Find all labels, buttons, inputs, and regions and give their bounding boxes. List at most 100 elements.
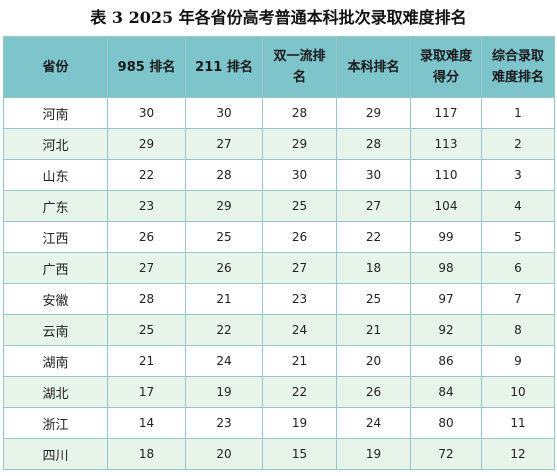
cell-rank-double-first: 21 [262,345,337,377]
cell-rank-211: 25 [185,221,263,253]
cell-rank-211: 29 [185,190,263,222]
cell-rank-double-first: 30 [262,159,337,191]
cell-province: 湖南 [3,345,108,377]
ranking-table: 省份 985 排名 211 排名 双一流排名 本科排名 录取难度得分 综合录取难… [3,36,555,470]
cell-rank-985: 14 [107,407,186,439]
cell-rank-985: 25 [107,314,186,346]
cell-overall-rank: 12 [481,438,555,470]
cell-rank-undergrad: 18 [336,252,411,284]
cell-overall-rank: 4 [481,190,555,222]
cell-rank-double-first: 15 [262,438,337,470]
cell-rank-985: 29 [107,128,186,160]
cell-difficulty-score: 99 [410,221,482,253]
cell-rank-985: 18 [107,438,186,470]
cell-rank-undergrad: 26 [336,376,411,408]
cell-province: 山东 [3,159,108,191]
cell-difficulty-score: 97 [410,283,482,315]
cell-rank-undergrad: 20 [336,345,411,377]
cell-overall-rank: 3 [481,159,555,191]
cell-rank-undergrad: 28 [336,128,411,160]
cell-rank-211: 23 [185,407,263,439]
cell-province: 四川 [3,438,108,470]
cell-rank-985: 22 [107,159,186,191]
cell-rank-double-first: 29 [262,128,337,160]
cell-rank-undergrad: 29 [336,97,411,129]
cell-rank-985: 28 [107,283,186,315]
table-row: 广东 23 29 25 27 104 4 [3,190,555,222]
cell-rank-double-first: 24 [262,314,337,346]
cell-rank-undergrad: 22 [336,221,411,253]
cell-overall-rank: 5 [481,221,555,253]
cell-province: 广西 [3,252,108,284]
cell-rank-211: 19 [185,376,263,408]
table-body: 河南 30 30 28 29 117 1 河北 29 27 29 28 113 2 山东 22 28 30 30 11… [3,97,555,470]
cell-rank-double-first: 25 [262,190,337,222]
cell-rank-undergrad: 27 [336,190,411,222]
cell-overall-rank: 10 [481,376,555,408]
cell-rank-undergrad: 30 [336,159,411,191]
cell-difficulty-score: 72 [410,438,482,470]
cell-rank-undergrad: 24 [336,407,411,439]
cell-overall-rank: 6 [481,252,555,284]
header-difficulty-score: 录取难度得分 [410,36,482,98]
cell-difficulty-score: 113 [410,128,482,160]
cell-rank-undergrad: 19 [336,438,411,470]
cell-difficulty-score: 110 [410,159,482,191]
table-title: 表 3 2025 年各省份高考普通本科批次录取难度排名 [90,8,467,27]
cell-rank-985: 17 [107,376,186,408]
cell-rank-211: 28 [185,159,263,191]
table-row: 山东 22 28 30 30 110 3 [3,159,555,191]
cell-rank-undergrad: 25 [336,283,411,315]
table-row: 云南 25 22 24 21 92 8 [3,314,555,346]
cell-difficulty-score: 80 [410,407,482,439]
table-row: 浙江 14 23 19 24 80 11 [3,407,555,439]
cell-province: 河北 [3,128,108,160]
cell-province: 云南 [3,314,108,346]
cell-rank-211: 22 [185,314,263,346]
header-double-first-rank-text: 双一流排名 [273,49,326,85]
cell-overall-rank: 9 [481,345,555,377]
cell-rank-undergrad: 21 [336,314,411,346]
table-row: 湖北 17 19 22 26 84 10 [3,376,555,408]
cell-rank-double-first: 26 [262,221,337,253]
cell-difficulty-score: 98 [410,252,482,284]
table-row: 河北 29 27 29 28 113 2 [3,128,555,160]
table-row: 江西 26 25 26 22 99 5 [3,221,555,253]
cell-rank-985: 21 [107,345,186,377]
cell-overall-rank: 8 [481,314,555,346]
cell-province: 安徽 [3,283,108,315]
table-row: 安徽 28 21 23 25 97 7 [3,283,555,315]
header-undergrad-rank: 本科排名 [336,36,411,98]
cell-difficulty-score: 92 [410,314,482,346]
cell-province: 河南 [3,97,108,129]
cell-rank-985: 27 [107,252,186,284]
header-211-rank: 211 排名 [185,36,263,98]
table-row: 四川 18 20 15 19 72 12 [3,438,555,470]
header-overall-rank-text: 综合录取难度排名 [491,49,544,85]
header-overall-rank: 综合录取难度排名 [481,36,555,98]
cell-province: 江西 [3,221,108,253]
cell-rank-double-first: 23 [262,283,337,315]
cell-rank-985: 30 [107,97,186,129]
header-double-first-rank: 双一流排名 [262,36,337,98]
cell-province: 广东 [3,190,108,222]
cell-difficulty-score: 86 [410,345,482,377]
cell-overall-rank: 11 [481,407,555,439]
cell-rank-211: 20 [185,438,263,470]
cell-rank-985: 23 [107,190,186,222]
cell-rank-985: 26 [107,221,186,253]
table-row: 河南 30 30 28 29 117 1 [3,97,555,129]
cell-overall-rank: 7 [481,283,555,315]
cell-difficulty-score: 117 [410,97,482,129]
cell-rank-211: 24 [185,345,263,377]
cell-rank-double-first: 28 [262,97,337,129]
cell-overall-rank: 2 [481,128,555,160]
header-985-rank: 985 排名 [107,36,186,98]
cell-province: 湖北 [3,376,108,408]
cell-difficulty-score: 84 [410,376,482,408]
header-difficulty-score-text: 录取难度得分 [419,49,472,85]
table-row: 广西 27 26 27 18 98 6 [3,252,555,284]
cell-province: 浙江 [3,407,108,439]
header-row: 省份 985 排名 211 排名 双一流排名 本科排名 录取难度得分 综合录取难… [3,36,555,98]
